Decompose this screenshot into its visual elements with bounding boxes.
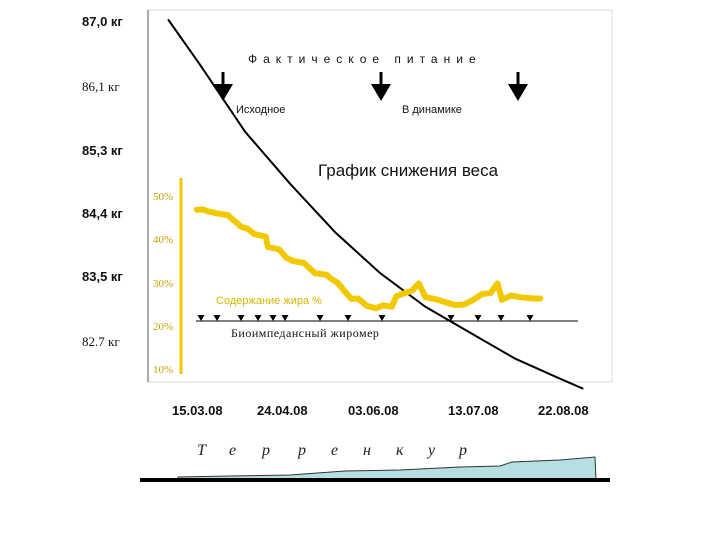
terrain-letter: р xyxy=(458,442,467,459)
chart-title: График снижения веса xyxy=(318,161,499,180)
measurement-marker xyxy=(197,315,205,321)
measurement-markers xyxy=(197,315,534,321)
fat-tick-30: 30% xyxy=(153,278,173,290)
terrain-letter: н xyxy=(363,442,371,459)
weight-tick-1: 87,0 кг xyxy=(82,14,123,29)
date-tick-3: 03.06.08 xyxy=(348,403,399,418)
weight-tick-3: 85,3 кг xyxy=(82,143,123,158)
weight-tick-2: 86,1 кг xyxy=(82,79,120,94)
measurement-marker xyxy=(237,315,245,321)
measurement-marker xyxy=(526,315,534,321)
fat-tick-40: 40% xyxy=(153,234,173,246)
arrow-label-initial: Исходное xyxy=(236,104,285,116)
terrain-letter: р xyxy=(297,442,306,459)
measurement-marker xyxy=(344,315,352,321)
measurement-marker xyxy=(254,315,262,321)
arrow-down-icon-1 xyxy=(213,72,233,101)
measurement-marker xyxy=(447,315,455,321)
banner-label: Фактическое питание xyxy=(248,52,482,66)
weight-tick-4: 84,4 кг xyxy=(82,206,123,221)
arrow-down-icon-2 xyxy=(371,72,391,101)
weight-tick-5: 83,5 кг xyxy=(82,269,123,284)
fat-tick-10: 10% xyxy=(153,364,173,376)
terrain-letter: к xyxy=(396,442,404,459)
date-tick-4: 13.07.08 xyxy=(448,403,499,418)
measurement-marker xyxy=(378,315,386,321)
arrow-down-icon-3 xyxy=(508,72,528,101)
terrain-letter: р xyxy=(261,442,270,459)
terrain-letter: е xyxy=(229,442,236,459)
meter-label: Биоимпедансный жиромер xyxy=(231,326,379,340)
measurement-marker xyxy=(497,315,505,321)
arrow-label-dynamic: В динамике xyxy=(402,104,462,116)
series-layer xyxy=(167,19,584,390)
measurement-marker xyxy=(316,315,324,321)
terrain-letter: Т xyxy=(197,442,207,459)
date-tick-1: 15.03.08 xyxy=(172,403,223,418)
terrain-letter: у xyxy=(426,442,436,459)
date-tick-5: 22.08.08 xyxy=(538,403,589,418)
date-tick-2: 24.04.08 xyxy=(257,403,308,418)
measurement-marker xyxy=(213,315,221,321)
terrain-profile xyxy=(177,456,597,481)
fat-percent-line xyxy=(193,206,544,312)
measurement-marker xyxy=(281,315,289,321)
fat-series-label: Содержание жира % xyxy=(216,295,322,307)
fat-tick-50: 50% xyxy=(153,191,173,203)
fat-tick-20: 20% xyxy=(153,321,173,333)
weight-line xyxy=(167,19,584,390)
weight-tick-6: 82.7 кг xyxy=(82,334,120,349)
measurement-marker xyxy=(474,315,482,321)
measurement-marker xyxy=(269,315,277,321)
terrain-letter: е xyxy=(331,442,338,459)
